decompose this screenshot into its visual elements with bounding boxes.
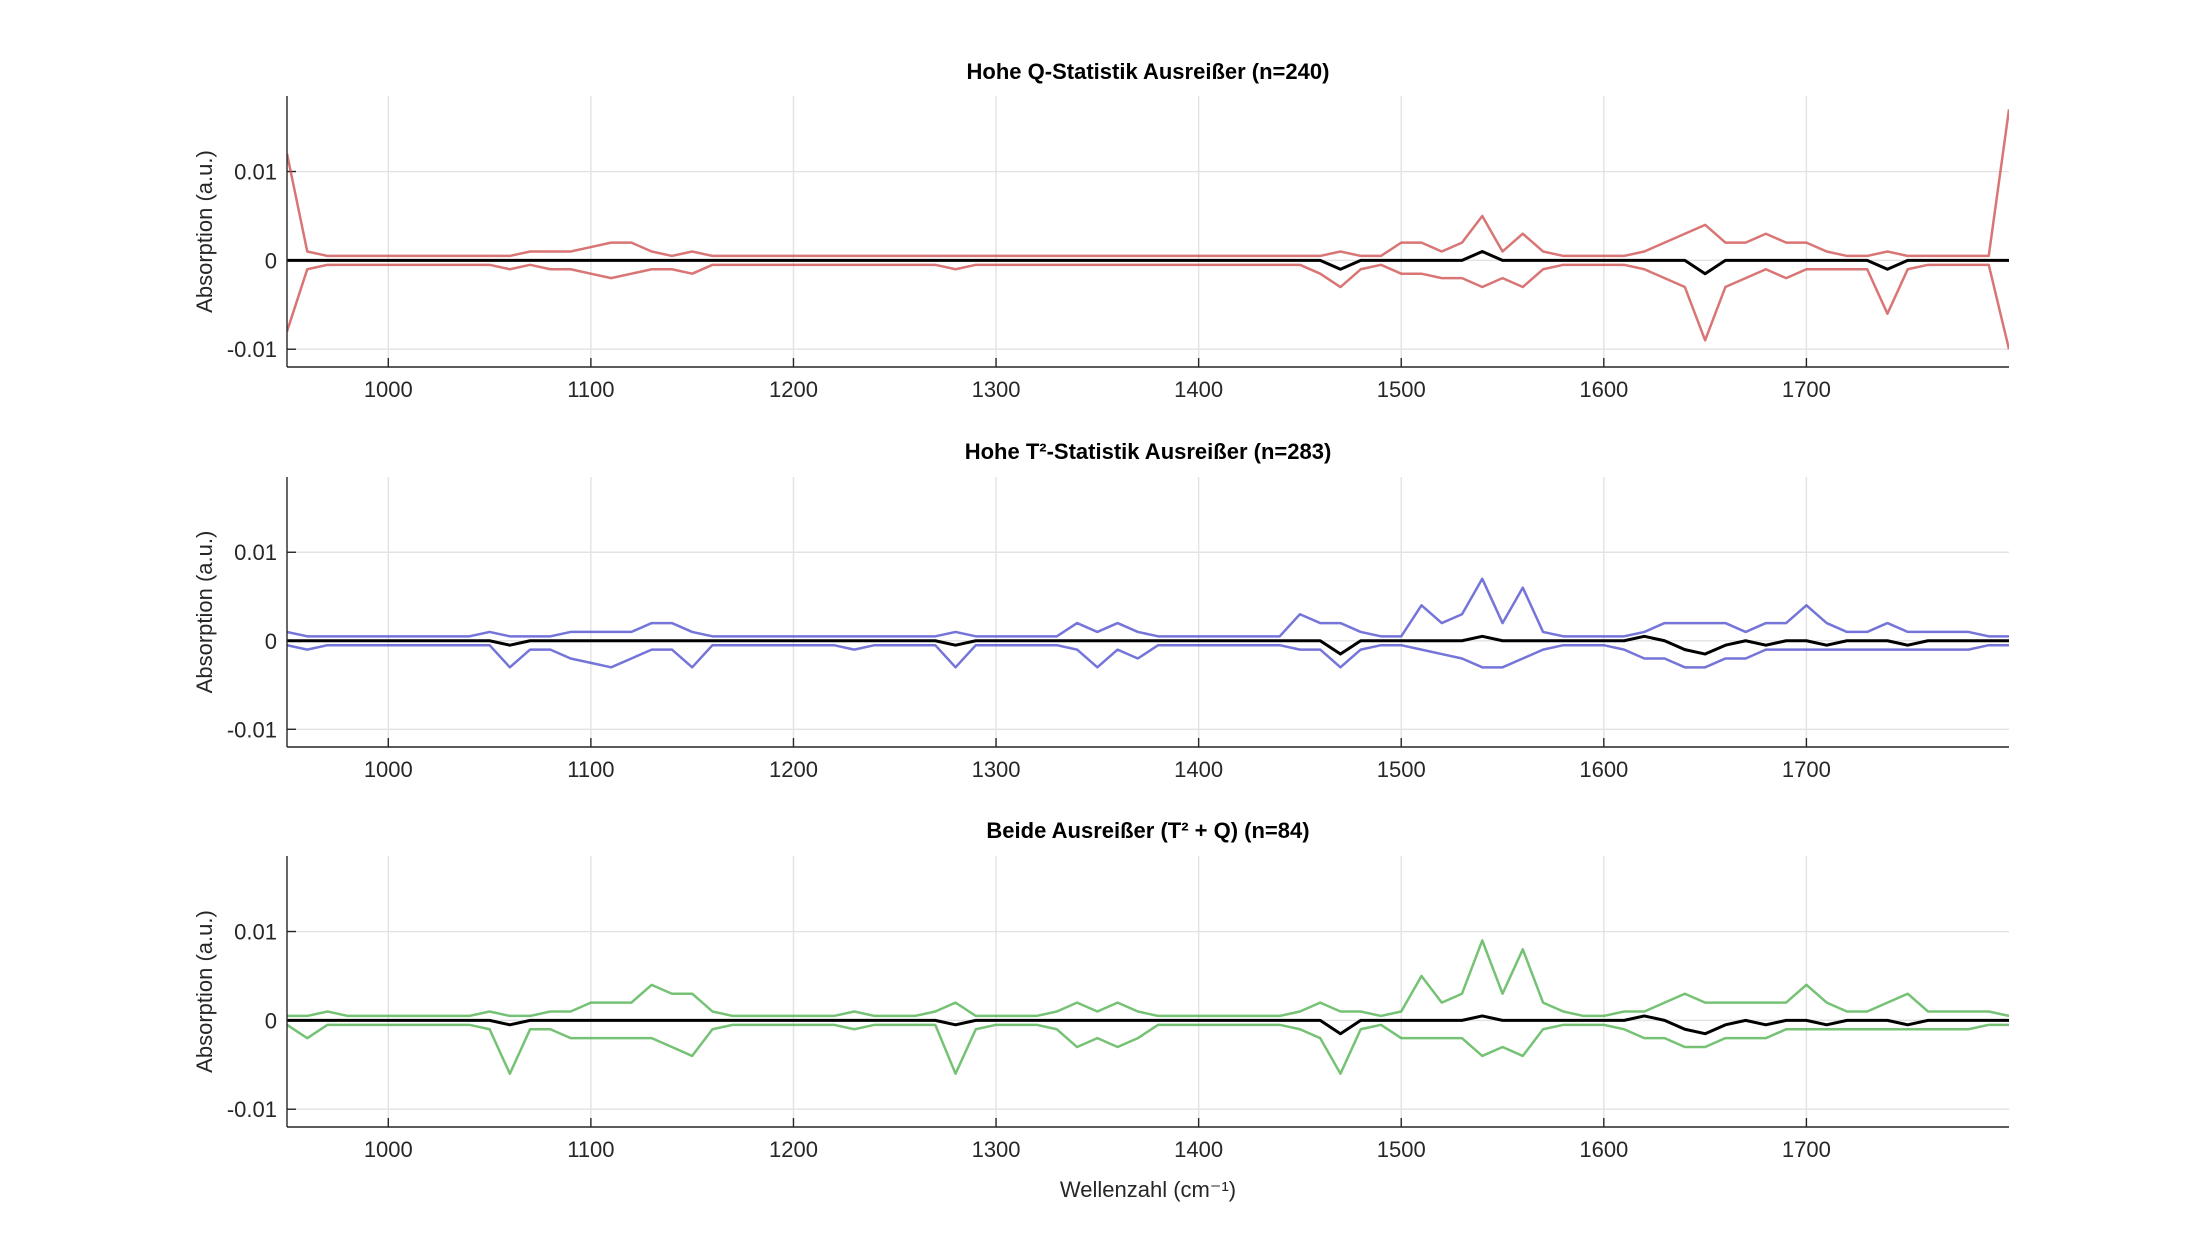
y-axis-label: Absorption (a.u.) [192,150,217,313]
x-tick-label: 1700 [1782,1137,1831,1162]
y-axis-label: Absorption (a.u.) [192,531,217,694]
x-tick-label: 1600 [1579,377,1628,402]
spectrum-line [287,577,2009,638]
x-tick-label: 1300 [972,1137,1021,1162]
y-tick-label: 0.01 [234,920,277,945]
x-tick-label: 1500 [1377,377,1426,402]
x-tick-label: 1300 [972,757,1021,782]
chart-title: Hohe T²-Statistik Ausreißer (n=283) [965,439,1332,464]
y-tick-label: 0 [265,248,277,273]
x-tick-label: 1000 [364,377,413,402]
y-tick-label: 0 [265,629,277,654]
y-tick-label: 0.01 [234,540,277,565]
plot-area [287,109,2009,350]
x-tick-label: 1500 [1377,757,1426,782]
x-tick-label: 1200 [769,1137,818,1162]
plot-area [287,939,2009,1075]
x-tick-label: 1700 [1782,377,1831,402]
x-axis-label: Wellenzahl (cm⁻¹) [1060,1177,1236,1202]
x-tick-label: 1200 [769,377,818,402]
x-tick-label: 1600 [1579,757,1628,782]
spectrum-line [287,263,2009,350]
spectrum-line [287,249,2009,276]
y-tick-label: -0.01 [227,717,277,742]
y-axis-label: Absorption (a.u.) [192,910,217,1073]
x-tick-label: 1400 [1174,1137,1223,1162]
y-tick-label: 0 [265,1008,277,1033]
x-tick-label: 1000 [364,1137,413,1162]
chart-title: Hohe Q-Statistik Ausreißer (n=240) [967,59,1330,84]
chart-title: Beide Ausreißer (T² + Q) (n=84) [986,818,1309,843]
x-tick-label: 1100 [567,757,614,782]
y-tick-label: -0.01 [227,1097,277,1122]
x-tick-label: 1100 [567,377,614,402]
x-tick-label: 1400 [1174,757,1223,782]
x-tick-label: 1300 [972,377,1021,402]
spectrum-line [287,634,2009,656]
spectrum-line [287,939,2009,1018]
spectrum-line [287,643,2009,669]
x-tick-label: 1000 [364,757,413,782]
plot-area [287,577,2009,669]
spectrum-line [287,1023,2009,1075]
x-tick-label: 1200 [769,757,818,782]
y-tick-label: 0.01 [234,160,277,185]
y-tick-label: -0.01 [227,337,277,362]
spectrum-line [287,109,2009,258]
x-tick-label: 1700 [1782,757,1831,782]
x-tick-label: 1500 [1377,1137,1426,1162]
x-tick-label: 1100 [567,1137,614,1162]
spectrum-line [287,1014,2009,1036]
x-tick-label: 1600 [1579,1137,1628,1162]
x-tick-label: 1400 [1174,377,1223,402]
